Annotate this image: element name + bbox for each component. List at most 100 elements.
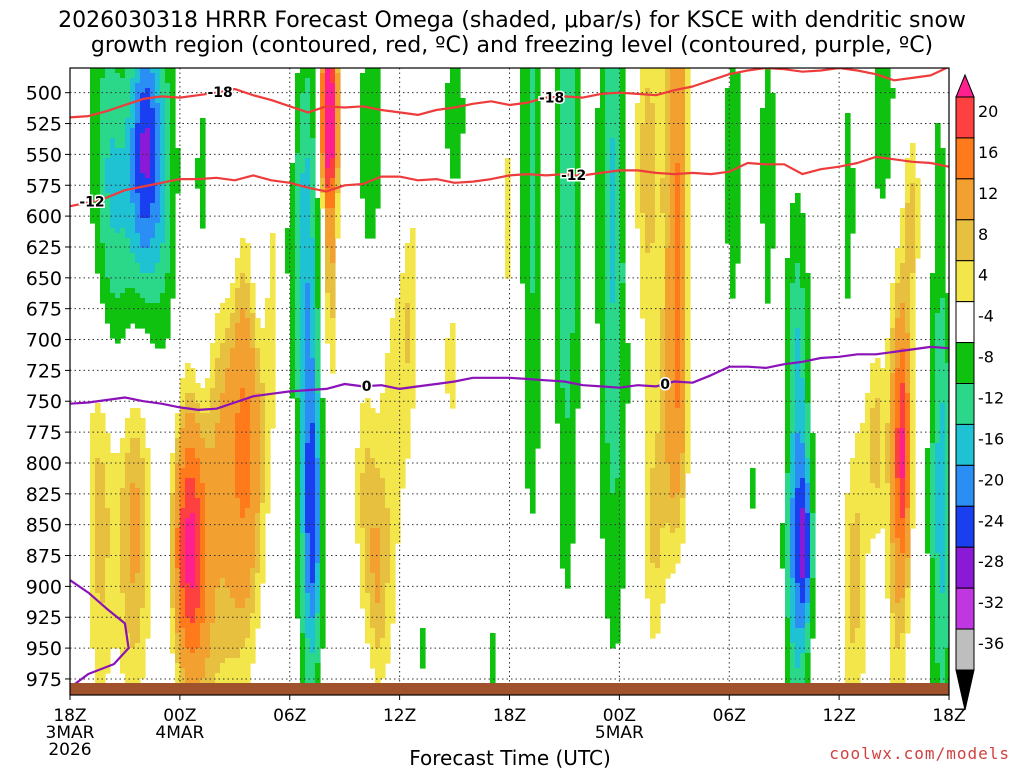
omega-cell: [795, 263, 801, 329]
omega-cell: [900, 348, 906, 384]
omega-cell: [930, 443, 936, 559]
y-tick-label: 875: [26, 546, 62, 568]
y-tick-label: 750: [26, 391, 62, 413]
omega-cell: [800, 478, 806, 509]
omega-cell: [335, 68, 341, 74]
contour-label: -12: [561, 168, 586, 184]
omega-cell: [185, 518, 191, 584]
omega-cell: [460, 98, 466, 134]
omega-cell: [675, 493, 681, 529]
omega-cell: [145, 68, 151, 89]
omega-cell: [490, 633, 496, 689]
omega-cell: [210, 623, 216, 694]
omega-cell: [790, 283, 796, 434]
colorbar-segment: [955, 137, 975, 180]
omega-cell: [850, 643, 856, 695]
omega-cell: [810, 513, 816, 579]
omega-cell: [120, 293, 126, 339]
omega-cell: [925, 448, 931, 554]
omega-cell: [670, 533, 676, 574]
omega-cell: [190, 368, 196, 394]
omega-cell: [620, 68, 626, 264]
omega-cell: [240, 388, 246, 519]
omega-cell: [205, 378, 211, 414]
omega-cell: [370, 458, 376, 529]
omega-cell: [180, 468, 186, 509]
omega-cell: [855, 433, 861, 514]
omega-cell: [250, 568, 256, 614]
omega-cell: [140, 173, 146, 219]
omega-cell: [180, 428, 186, 469]
colorbar-segment: [955, 423, 975, 466]
omega-cell: [255, 318, 261, 349]
omega-cell: [225, 658, 231, 695]
omega-cell: [675, 528, 681, 564]
omega-cell: [670, 498, 676, 534]
omega-cell: [125, 418, 131, 454]
omega-cell: [245, 508, 251, 599]
colorbar-bottom-arrow: [955, 669, 975, 711]
omega-cell: [260, 383, 266, 504]
omega-cell: [105, 193, 111, 279]
omega-cell: [155, 68, 161, 104]
omega-cell: [160, 68, 166, 99]
omega-cell: [290, 163, 296, 399]
omega-cell: [395, 298, 401, 544]
omega-cell: [120, 68, 126, 79]
x-tick-label: 18Z: [932, 706, 965, 726]
omega-cell: [175, 148, 181, 194]
omega-cell: [640, 68, 646, 124]
omega-cell: [190, 588, 196, 624]
omega-cell: [220, 393, 226, 579]
colorbar-label: 4: [978, 266, 988, 285]
omega-cell: [190, 478, 196, 514]
omega-cell: [650, 563, 656, 639]
omega-cell: [800, 628, 806, 654]
omega-cell: [305, 68, 311, 79]
omega-cell: [890, 328, 896, 374]
omega-cell: [310, 238, 316, 359]
omega-cell: [145, 88, 151, 129]
omega-cell: [235, 323, 241, 414]
omega-cell: [770, 93, 776, 249]
colorbar-label: -36: [978, 634, 1004, 653]
omega-cell: [310, 423, 316, 584]
omega-cell: [135, 233, 141, 264]
y-tick-label: 950: [26, 638, 62, 660]
freezing-level-line: [70, 345, 949, 411]
y-tick-label: 500: [26, 83, 62, 105]
omega-cell: [305, 638, 311, 694]
omega-cell: [170, 493, 176, 609]
omega-cell: [210, 448, 216, 624]
omega-cell: [655, 68, 661, 434]
x-tick-label: 18Z: [493, 706, 526, 726]
omega-cell: [725, 88, 731, 244]
omega-cell: [855, 628, 861, 695]
omega-cell: [240, 273, 246, 309]
colorbar-label: -24: [978, 511, 1004, 530]
omega-cell: [260, 503, 266, 584]
omega-cell: [305, 78, 311, 159]
omega-cell: [135, 573, 141, 644]
omega-cell: [380, 638, 386, 679]
omega-cell: [300, 93, 306, 174]
omega-cell: [325, 168, 331, 189]
omega-cell: [310, 618, 316, 654]
omega-cell: [660, 308, 666, 529]
omega-cell: [850, 168, 856, 234]
plot-area: -18 -18 -12 -12 0 0: [70, 68, 949, 695]
omega-cell: [870, 363, 876, 409]
omega-cell: [765, 68, 771, 304]
omega-cell: [315, 613, 321, 664]
terrain-ground: [70, 683, 949, 695]
omega-cell: [130, 68, 136, 79]
omega-cell: [180, 378, 186, 409]
omega-cell: [790, 578, 796, 644]
omega-cell: [360, 403, 366, 474]
omega-cell: [785, 618, 791, 695]
omega-cell: [940, 148, 946, 299]
omega-cell: [135, 68, 141, 84]
omega-cell: [385, 508, 391, 584]
omega-cell: [150, 73, 156, 109]
omega-cell: [250, 348, 256, 569]
